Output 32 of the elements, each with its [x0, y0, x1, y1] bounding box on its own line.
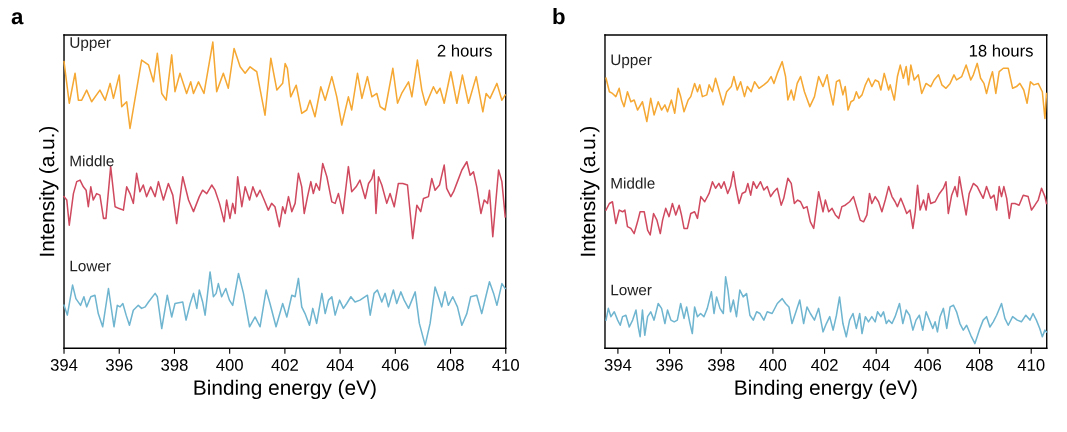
x-tick-label: 408 — [966, 359, 993, 371]
x-tick-label: 396 — [105, 359, 133, 371]
x-tick-label: 404 — [862, 359, 890, 371]
y-axis-title: Intensity (a.u.) — [39, 126, 59, 256]
x-tick-label: 410 — [492, 359, 520, 371]
chart-title: b — [553, 8, 565, 25]
annotation: 2 hours — [437, 44, 492, 57]
x-tick-label: 394 — [604, 359, 632, 371]
x-tick-label: 408 — [437, 359, 464, 371]
series-label: Upper — [70, 37, 111, 51]
x-tick-label: 402 — [271, 359, 298, 371]
x-tick-label: 398 — [161, 359, 188, 371]
text: 18 hours — [969, 44, 1033, 57]
x-tick-label: 394 — [50, 359, 78, 371]
x-tick-label: 402 — [811, 359, 838, 371]
x-tick-label: 406 — [914, 359, 942, 371]
series-label: Lower — [70, 260, 111, 272]
x-axis-title: Binding energy (eV) — [194, 379, 376, 400]
y-axis-title: Intensity (a.u.) — [580, 126, 600, 256]
series-label: Lower — [611, 284, 652, 296]
x-tick-label: 410 — [1017, 359, 1045, 371]
x-tick-label: 404 — [326, 359, 354, 371]
x-tick-label: 406 — [381, 359, 409, 371]
x-axis-title: Binding energy (eV) — [735, 379, 917, 400]
x-tick-label: 400 — [216, 359, 243, 371]
x-tick-label: 398 — [707, 359, 735, 371]
series-label: Upper — [611, 54, 652, 69]
x-tick-label: 396 — [656, 359, 683, 371]
x-tick-label: 400 — [759, 359, 787, 371]
series-label: Middle — [70, 155, 114, 167]
chart-title: a — [11, 12, 24, 25]
series-label: Middle — [611, 177, 655, 189]
